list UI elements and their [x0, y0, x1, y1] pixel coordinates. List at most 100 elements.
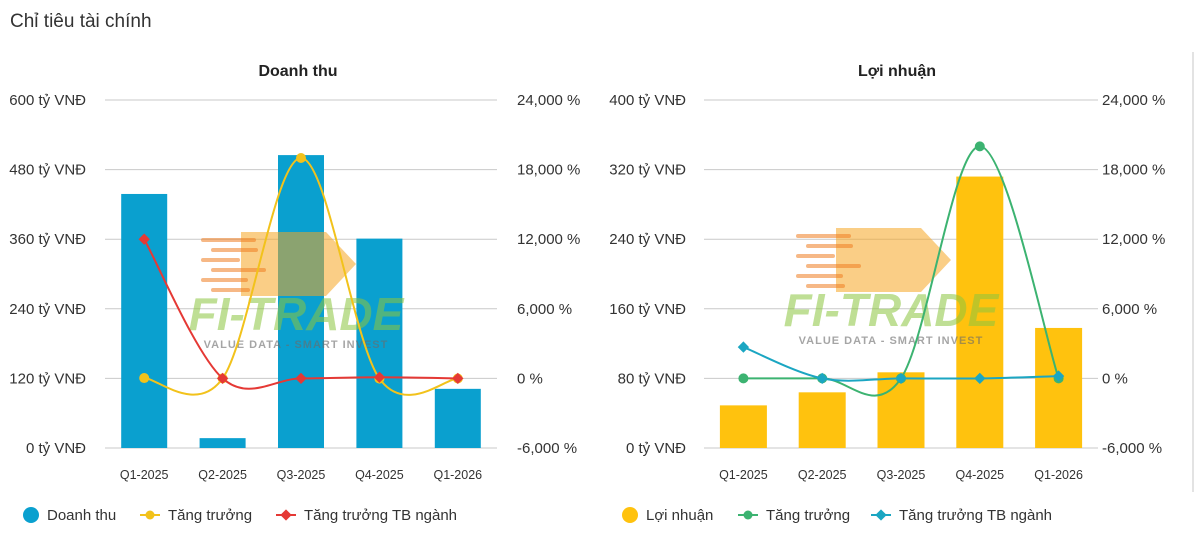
y-left-tick-label: 240 tỷ VNĐ: [9, 301, 86, 318]
profit-chart: Lợi nhuận 0 tỷ VNĐ 80 tỷ VNĐ 160 tỷ VNĐ 240 …: [609, 63, 1165, 524]
watermark-arrow-icon: [241, 232, 356, 296]
legend-label: Tăng trưởng: [766, 507, 850, 524]
legend-label: Tăng trưởng TB ngành: [899, 507, 1052, 524]
y-left-tick-label: 360 tỷ VNĐ: [9, 231, 86, 248]
watermark-tagline: VALUE DATA - SMART INVEST: [204, 339, 389, 351]
watermark-stripe: [211, 248, 258, 252]
legend-item[interactable]: Tăng trưởng TB ngành: [871, 507, 1052, 524]
y-right-tick-label: 12,000 %: [517, 231, 580, 248]
bar-q1-2025[interactable]: [719, 405, 767, 448]
series-line: [143, 238, 458, 390]
legend-item[interactable]: Tăng trưởng: [140, 507, 252, 524]
x-tick-label: Q1-2026: [1034, 468, 1083, 482]
data-point[interactable]: [138, 233, 150, 245]
legend-label: Doanh thu: [47, 507, 116, 524]
y-right-tick-label: 18,000 %: [517, 162, 580, 179]
y-left-tick-label: 480 tỷ VNĐ: [9, 162, 86, 179]
y-right-tick-label: 18,000 %: [1102, 162, 1165, 179]
page-title: Chỉ tiêu tài chính: [10, 11, 152, 32]
legend-item[interactable]: Doanh thu: [23, 507, 116, 524]
legend-marker: [145, 510, 155, 520]
legend-marker: [23, 507, 39, 523]
x-tick-label: Q3-2025: [877, 468, 926, 482]
y-left-tick-label: 160 tỷ VNĐ: [609, 301, 686, 318]
chart-title: Doanh thu: [258, 63, 337, 80]
y-left-tick-label: 320 tỷ VNĐ: [609, 162, 686, 179]
watermark-stripe: [201, 258, 240, 262]
y-right-tick-label: -6,000 %: [1102, 440, 1162, 457]
data-point[interactable]: [895, 372, 907, 385]
bar-q1-2026[interactable]: [1035, 327, 1083, 448]
y-left-tick-label: 600 tỷ VNĐ: [9, 92, 86, 109]
y-left-tick-label: 0 tỷ VNĐ: [26, 440, 86, 457]
watermark-stripe: [796, 254, 835, 258]
data-point[interactable]: [738, 373, 749, 384]
watermark-stripe: [201, 238, 256, 242]
legend-item[interactable]: Lợi nhuận: [622, 507, 713, 524]
legend-label: Tăng trưởng TB ngành: [304, 507, 457, 524]
x-tick-label: Q2-2025: [798, 468, 847, 482]
y-right-tick-label: 0 %: [517, 370, 543, 387]
data-point[interactable]: [452, 372, 464, 385]
x-tick-label: Q1-2025: [719, 468, 768, 482]
watermark-stripe: [201, 278, 248, 282]
y-right-tick-label: 24,000 %: [517, 92, 580, 109]
chart-legend: Doanh thu Tăng trưởng Tăng trưởng TB ngành: [23, 507, 457, 524]
data-point[interactable]: [373, 371, 386, 383]
x-tick-label: Q4-2025: [355, 468, 404, 482]
chart-title: Lợi nhuận: [858, 63, 936, 80]
watermark-tagline: VALUE DATA - SMART INVEST: [799, 335, 984, 347]
legend-label: Tăng trưởng: [168, 507, 252, 524]
y-left-tick-label: 240 tỷ VNĐ: [609, 231, 686, 248]
legend-item[interactable]: Tăng trưởng: [738, 507, 850, 524]
x-tick-label: Q4-2025: [955, 468, 1004, 482]
data-point[interactable]: [296, 153, 306, 163]
y-left-tick-label: 120 tỷ VNĐ: [9, 370, 86, 387]
y-left-tick-label: 80 tỷ VNĐ: [618, 370, 687, 387]
y-left-tick-label: 400 tỷ VNĐ: [609, 92, 686, 109]
y-left-tick-label: 0 tỷ VNĐ: [626, 440, 686, 457]
watermark-stripe: [211, 288, 250, 292]
scrollbar-edge[interactable]: [1192, 52, 1194, 492]
watermark-stripe: [806, 244, 853, 248]
data-point[interactable]: [216, 372, 229, 385]
y-right-tick-label: -6,000 %: [517, 440, 577, 457]
x-tick-label: Q3-2025: [277, 468, 326, 482]
x-tick-label: Q2-2025: [198, 468, 247, 482]
legend-label: Lợi nhuận: [646, 507, 713, 524]
watermark-arrow-icon: [836, 228, 951, 292]
data-point[interactable]: [737, 341, 750, 353]
data-point[interactable]: [816, 372, 828, 385]
watermark-stripe: [211, 268, 266, 272]
legend-item[interactable]: Tăng trưởng TB ngành: [276, 507, 457, 524]
watermark-stripe: [796, 274, 843, 278]
watermark-stripe: [796, 234, 851, 238]
y-right-tick-label: 12,000 %: [1102, 231, 1165, 248]
y-right-tick-label: 24,000 %: [1102, 92, 1165, 109]
data-point[interactable]: [974, 372, 986, 385]
watermark-stripe: [806, 284, 845, 288]
watermark-text: FI-TRADE: [189, 288, 405, 340]
bar-q1-2026[interactable]: [434, 388, 481, 448]
bar-q3-2025[interactable]: [278, 155, 324, 448]
y-right-tick-label: 0 %: [1102, 370, 1128, 387]
y-right-tick-label: 6,000 %: [517, 301, 572, 318]
bar-q3-2025[interactable]: [877, 372, 925, 448]
legend-marker: [280, 509, 292, 521]
chart-legend: Lợi nhuận Tăng trưởng Tăng trưởng TB ngành: [622, 507, 1052, 524]
x-tick-label: Q1-2025: [120, 468, 169, 482]
watermark-text: FI-TRADE: [784, 284, 1000, 336]
watermark-stripe: [806, 264, 861, 268]
bar-q4-2025[interactable]: [956, 176, 1004, 448]
y-right-tick-label: 6,000 %: [1102, 301, 1157, 318]
data-point[interactable]: [295, 372, 307, 385]
revenue-chart: Doanh thu 0 tỷ VNĐ 120 tỷ VNĐ 240 tỷ VNĐ 360…: [9, 63, 580, 524]
bar-q1-2025[interactable]: [121, 193, 168, 448]
x-tick-label: Q1-2026: [433, 468, 482, 482]
bar-q2-2025[interactable]: [199, 438, 246, 448]
data-point[interactable]: [974, 141, 985, 152]
bar-q2-2025[interactable]: [798, 392, 846, 448]
data-point[interactable]: [139, 373, 150, 384]
